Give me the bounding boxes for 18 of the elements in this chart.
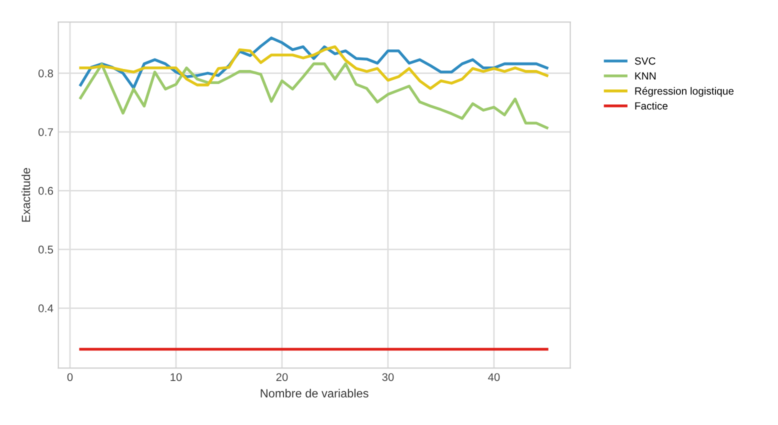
y-tick-label: 0.6	[38, 186, 53, 195]
x-tick-label: 30	[382, 373, 394, 382]
y-tick-label: 0.8	[38, 69, 54, 78]
x-tick-label: 0	[67, 373, 73, 382]
legend-label: KNN	[635, 72, 656, 80]
y-tick-label: 0.4	[38, 304, 54, 312]
x-tick-label: 10	[170, 373, 182, 382]
legend-label: Régression logistique	[635, 86, 734, 97]
x-axis-title: Nombre de variables	[260, 388, 368, 398]
line-series	[79, 62, 548, 130]
y-tick-label: 0.7	[38, 128, 53, 136]
x-tick-label: 20	[276, 373, 288, 382]
legend-label: Factice	[635, 102, 668, 110]
y-axis-title: Exactitude	[21, 168, 30, 222]
legend-label: SVC	[634, 57, 656, 65]
line-series	[79, 45, 548, 90]
y-tick-label: 0.5	[38, 246, 54, 254]
x-tick-label: 40	[488, 373, 500, 382]
